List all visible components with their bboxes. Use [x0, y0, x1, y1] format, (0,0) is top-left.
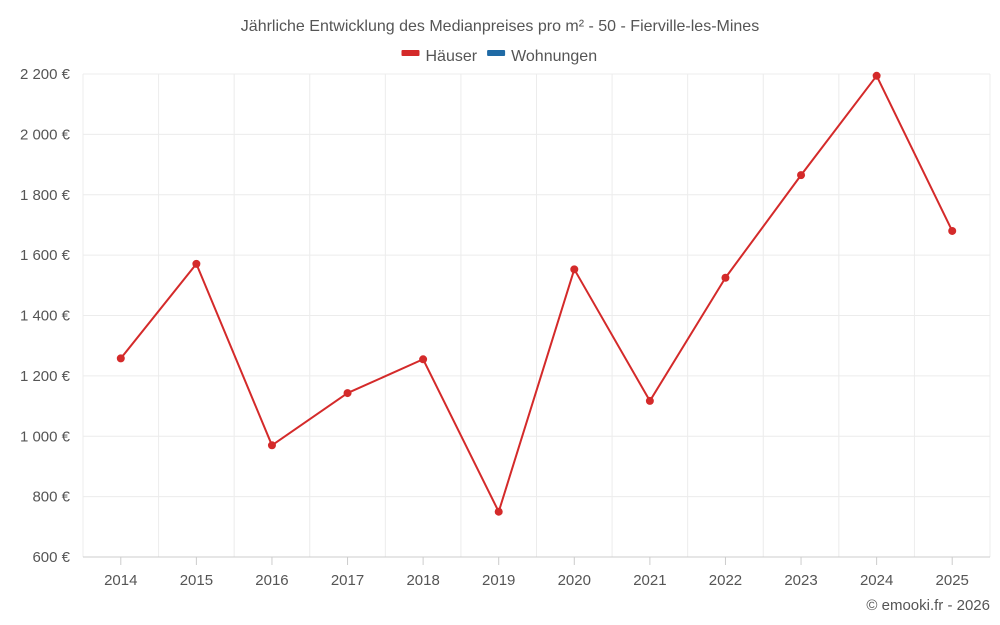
- x-tick-label: 2022: [709, 572, 742, 589]
- data-point: [267, 441, 276, 450]
- x-tick-label: 2024: [860, 572, 893, 589]
- data-point: [343, 389, 352, 398]
- y-tick-label: 1 800 €: [20, 187, 71, 204]
- y-tick-label: 2 000 €: [20, 126, 71, 143]
- x-tick-label: 2018: [406, 572, 439, 589]
- series-layer: [116, 71, 957, 516]
- data-point: [494, 507, 503, 516]
- y-tick-label: 800 €: [32, 489, 70, 506]
- data-point: [192, 259, 201, 268]
- data-point: [570, 265, 579, 274]
- data-point: [872, 71, 881, 80]
- axes: 600 € 800 € 1 000 € 1 200 € 1 400 € 1 600 € 1 …: [20, 66, 990, 589]
- x-tick-label: 2016: [255, 572, 288, 589]
- x-tick-label: 2015: [180, 572, 213, 589]
- data-point: [419, 355, 428, 364]
- data-point: [645, 396, 654, 405]
- chart-title: Jährliche Entwicklung des Medianpreises …: [241, 18, 759, 35]
- legend-label: Häuser: [426, 48, 478, 65]
- y-tick-label: 2 200 €: [20, 66, 71, 83]
- credit-text: © emooki.fr - 2026: [866, 597, 990, 614]
- series-line-häuser: [120, 74, 954, 513]
- y-tick-label: 1 600 €: [20, 247, 71, 264]
- x-tick-label: 2020: [558, 572, 591, 589]
- legend-swatch: [401, 50, 420, 56]
- data-point: [797, 171, 806, 180]
- x-tick-label: 2025: [936, 572, 969, 589]
- legend: Häuser Wohnungen: [401, 48, 597, 65]
- y-tick-label: 600 €: [32, 549, 70, 566]
- legend-swatch: [487, 50, 506, 56]
- legend-label: Wohnungen: [511, 48, 597, 65]
- data-point: [721, 273, 730, 282]
- grid: [82, 73, 991, 558]
- x-tick-label: 2021: [633, 572, 666, 589]
- data-point: [948, 226, 957, 235]
- x-tick-label: 2014: [104, 572, 137, 589]
- y-tick-label: 1 000 €: [20, 428, 71, 445]
- x-tick-label: 2023: [784, 572, 817, 589]
- y-tick-label: 1 200 €: [20, 368, 71, 385]
- x-tick-label: 2019: [482, 572, 515, 589]
- y-tick-label: 1 400 €: [20, 308, 71, 325]
- x-tick-label: 2017: [331, 572, 364, 589]
- data-point: [116, 354, 125, 363]
